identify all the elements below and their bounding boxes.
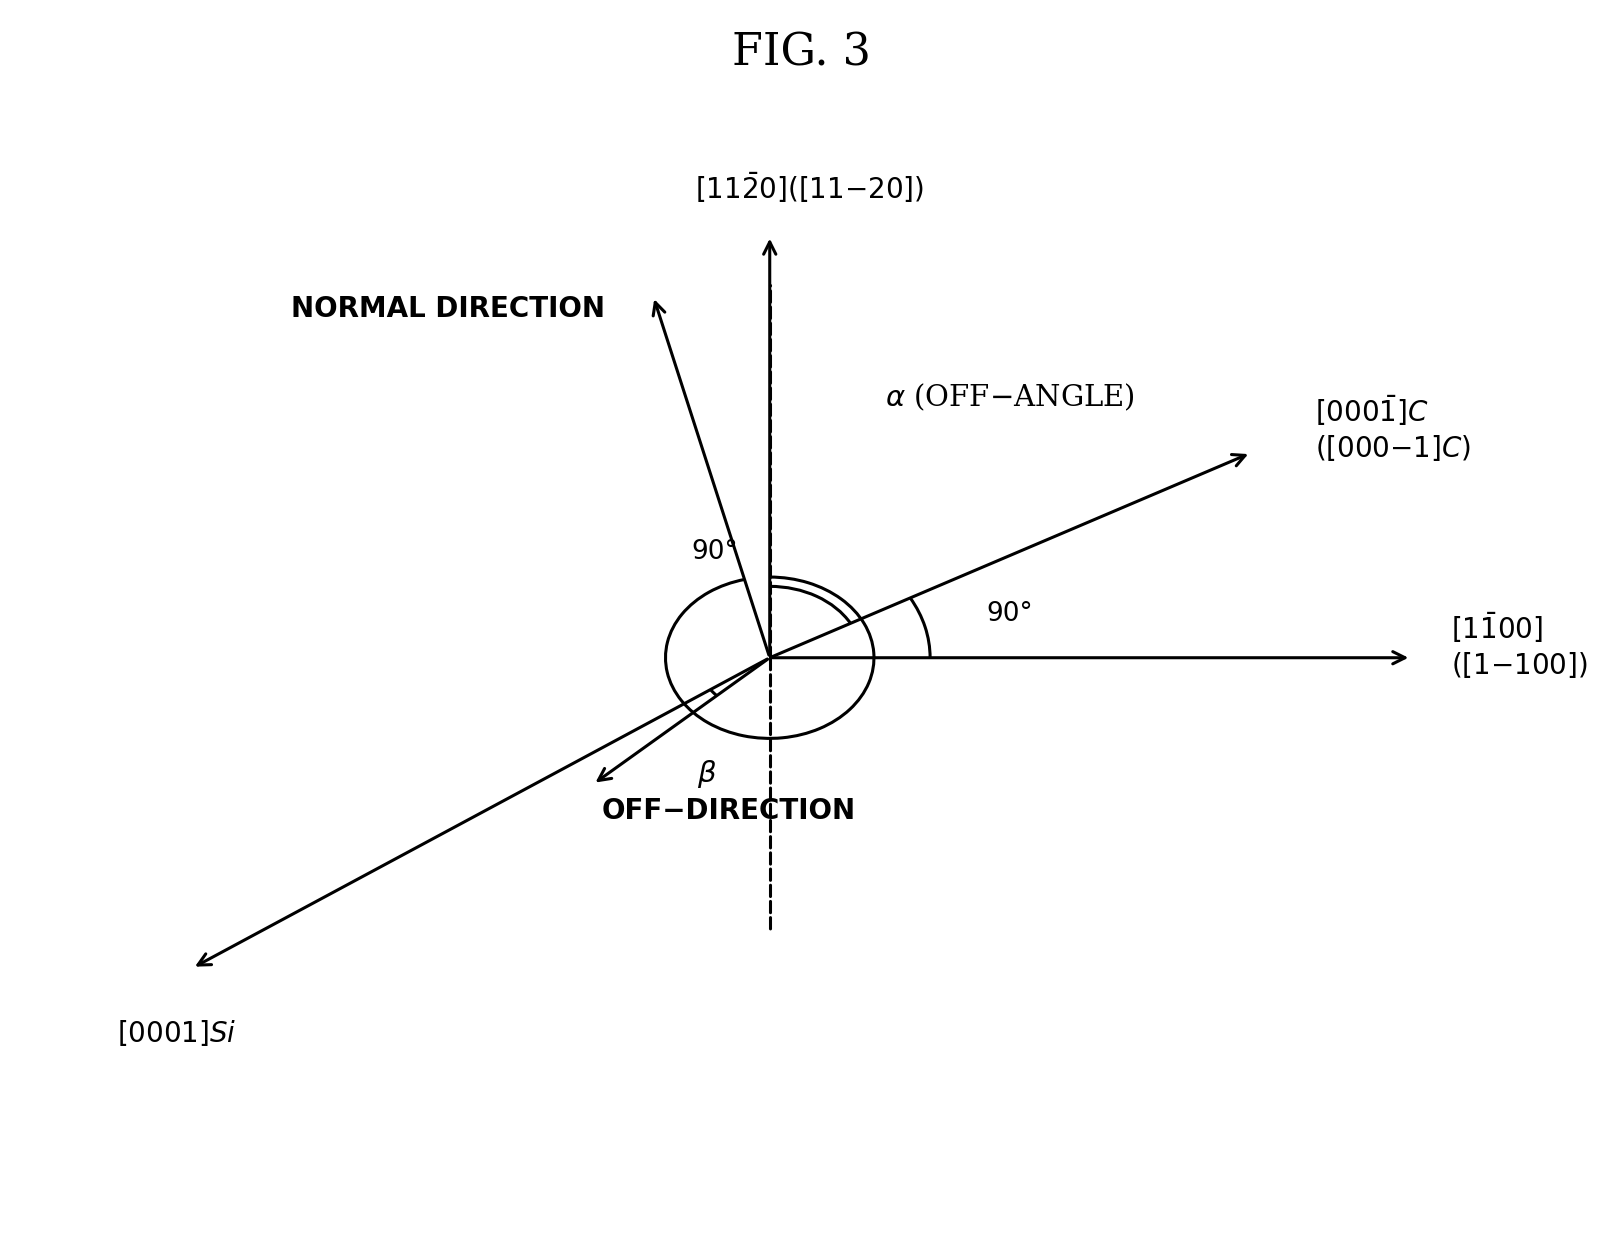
Text: FIG. 3: FIG. 3 bbox=[733, 31, 870, 74]
Text: $[000\bar{1}]C$
$([000{-}1]C)$: $[000\bar{1}]C$ $([000{-}1]C)$ bbox=[1315, 393, 1472, 463]
Text: $[0001]Si$: $[0001]Si$ bbox=[117, 1018, 237, 1047]
Text: 90°: 90° bbox=[986, 602, 1033, 627]
Text: $[1\bar{1}00]$
$([1{-}100])$: $[1\bar{1}00]$ $([1{-}100])$ bbox=[1451, 611, 1589, 680]
Text: NORMAL DIRECTION: NORMAL DIRECTION bbox=[292, 295, 605, 323]
Text: $\alpha$ (OFF$-$ANGLE): $\alpha$ (OFF$-$ANGLE) bbox=[885, 382, 1135, 413]
Text: $[11\bar{2}0]([11{-}20])$: $[11\bar{2}0]([11{-}20])$ bbox=[695, 170, 924, 205]
Text: OFF−DIRECTION: OFF−DIRECTION bbox=[601, 797, 856, 824]
Text: $\beta$: $\beta$ bbox=[697, 758, 716, 791]
Text: 90°: 90° bbox=[691, 540, 738, 565]
